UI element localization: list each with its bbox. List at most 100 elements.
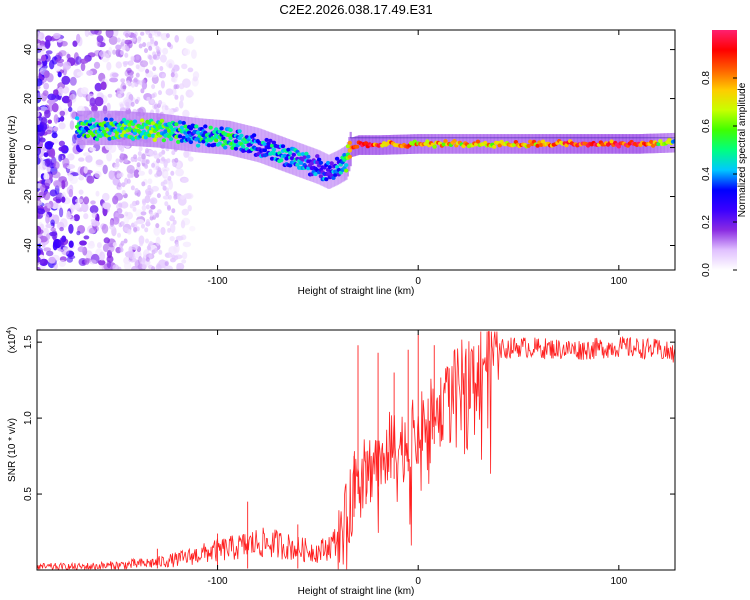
ridge-cell: [334, 156, 340, 161]
ridge-cell: [161, 138, 166, 143]
noise-cell: [172, 87, 177, 97]
noise-cell: [119, 247, 124, 253]
noise-cell: [93, 61, 101, 69]
noise-cell: [117, 266, 122, 270]
noise-cell: [69, 76, 77, 86]
noise-cell: [187, 37, 194, 45]
ridge-cell: [306, 154, 311, 159]
noise-cell: [137, 151, 142, 157]
spectrogram-ticks: -100 0 100 -40 -20 0 20 40: [23, 30, 675, 287]
noise-cell: [37, 248, 41, 256]
noise-cell: [125, 45, 130, 51]
ridge-cell: [432, 144, 437, 149]
ridge-cell: [226, 133, 231, 138]
noise-cell: [86, 175, 95, 184]
colorbar-tick-label: 0.4: [701, 167, 712, 181]
noise-cell: [45, 50, 53, 55]
noise-cell: [66, 211, 71, 220]
ridge-halo: [103, 110, 106, 146]
noise-cell: [158, 151, 163, 157]
ridge-halo: [269, 132, 272, 167]
noise-cell: [80, 62, 86, 72]
noise-cell: [124, 177, 129, 185]
ridge-cell: [188, 140, 194, 145]
noise-cell: [85, 155, 93, 163]
noise-cell: [102, 164, 108, 175]
noise-cell: [182, 109, 190, 119]
noise-cell: [153, 54, 157, 60]
noise-cell: [37, 39, 42, 44]
ridge-halo: [193, 117, 196, 152]
noise-cell: [51, 132, 58, 139]
ridge-halo: [145, 112, 149, 147]
noise-cell: [175, 168, 185, 177]
ridge-cell: [203, 124, 208, 129]
ridge-cell: [206, 143, 212, 148]
noise-cell: [152, 66, 157, 72]
noise-cell: [125, 101, 130, 107]
noise-cell: [129, 203, 134, 209]
noise-cell: [150, 204, 156, 210]
noise-cell: [135, 55, 140, 61]
noise-cell: [57, 86, 64, 97]
ridge-cell: [497, 143, 502, 148]
snr-scale-exponent: 4: [6, 330, 13, 334]
noise-cell: [59, 226, 64, 232]
ridge-cell: [185, 134, 190, 139]
noise-cell: [153, 226, 161, 236]
noise-cell: [181, 259, 187, 264]
noise-cell: [166, 158, 171, 164]
ridge-cell: [363, 141, 369, 146]
ridge-cell: [334, 165, 340, 169]
noise-cell: [176, 262, 185, 270]
ridge-cell: [269, 143, 275, 148]
noise-cell: [42, 182, 50, 188]
ridge-cell: [149, 129, 154, 134]
ridge-halo: [141, 112, 144, 147]
ridge-cell: [271, 140, 277, 145]
noise-cell: [57, 71, 62, 78]
noise-cell: [149, 211, 154, 217]
noise-cell: [127, 173, 132, 179]
ridge-cell: [650, 143, 656, 148]
ridge-cell: [102, 129, 107, 134]
ridge-cell: [239, 133, 244, 138]
noise-cell: [180, 220, 186, 229]
ridge-cell: [313, 172, 318, 177]
noise-cell: [83, 152, 90, 157]
noise-cell: [133, 227, 138, 232]
ridge-cell: [233, 146, 239, 151]
noise-cell: [121, 39, 126, 44]
ridge-halo: [342, 147, 345, 182]
noise-cell: [111, 72, 119, 78]
ridge-cell: [105, 121, 111, 126]
spectrogram-content: [37, 30, 675, 270]
ridge-cell: [347, 154, 352, 159]
noise-cell: [145, 190, 150, 196]
ridge-halo: [96, 110, 99, 146]
colorbar-label: Normalized spectral amplitude: [737, 82, 748, 217]
noise-cell: [153, 104, 158, 109]
noise-cell: [146, 245, 151, 251]
ridge-cell: [331, 175, 336, 180]
noise-cell: [69, 120, 75, 130]
noise-cell: [130, 185, 135, 191]
ridge-halo: [390, 134, 393, 155]
noise-cell: [141, 204, 147, 212]
noise-cell: [124, 52, 129, 58]
noise-cell: [115, 158, 120, 164]
noise-cell: [141, 257, 146, 263]
ridge-cell: [300, 152, 305, 157]
noise-cell: [109, 219, 115, 227]
noise-cell: [108, 170, 115, 179]
noise-cell: [78, 157, 85, 162]
spec-ytick-label: 40: [23, 44, 34, 56]
ridge-cell: [304, 151, 309, 156]
noise-cell: [151, 93, 156, 99]
noise-cell: [74, 203, 81, 211]
ridge-cell: [347, 140, 352, 145]
noise-cell: [39, 258, 49, 265]
noise-cell: [112, 264, 119, 270]
noise-cell: [43, 70, 50, 78]
noise-cell: [147, 178, 153, 185]
